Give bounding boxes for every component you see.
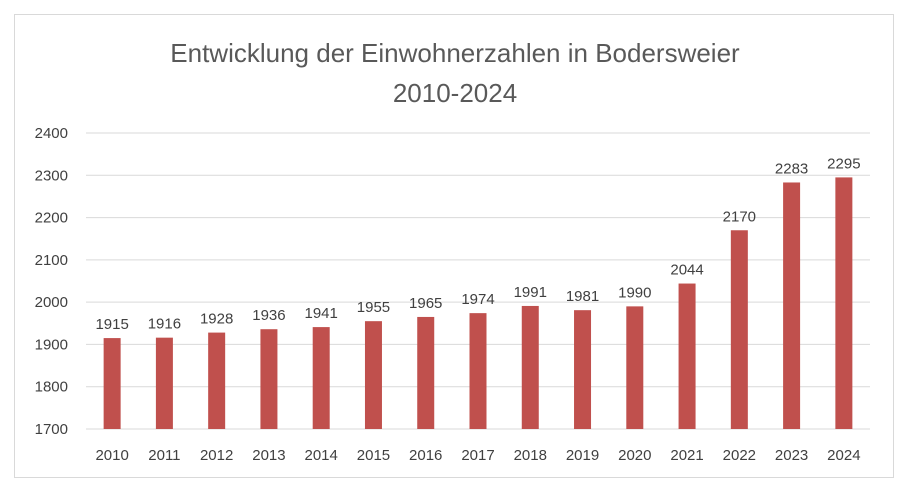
y-tick-label: 2300 <box>35 167 68 184</box>
bar <box>521 305 539 429</box>
data-label: 2283 <box>775 160 808 177</box>
data-label: 1915 <box>95 316 128 333</box>
x-tick-label: 2021 <box>670 447 703 464</box>
bar <box>783 182 801 429</box>
data-label: 1955 <box>357 299 390 316</box>
x-tick-label: 2019 <box>566 447 599 464</box>
x-tick-label: 2024 <box>827 447 860 464</box>
y-tick-label: 2400 <box>35 125 68 142</box>
y-tick-label: 1900 <box>35 336 68 353</box>
bar <box>103 338 121 429</box>
x-tick-label: 2023 <box>775 447 808 464</box>
x-tick-label: 2014 <box>305 447 338 464</box>
data-label: 1965 <box>409 295 442 312</box>
x-tick-label: 2013 <box>252 447 285 464</box>
bar <box>626 306 644 429</box>
x-tick-label: 2010 <box>95 447 128 464</box>
data-label: 2295 <box>827 155 860 172</box>
bar <box>835 177 853 429</box>
data-label: 1941 <box>305 305 338 322</box>
bar <box>730 230 748 429</box>
bar <box>208 332 226 429</box>
data-label: 2044 <box>670 262 703 279</box>
bar <box>678 283 696 429</box>
data-label: 1916 <box>148 316 181 333</box>
bar <box>260 329 278 429</box>
y-axis-ticks: 1700 1800 1900 2000 2100 2200 2300 2400 <box>35 125 68 438</box>
data-label: 2170 <box>723 208 756 225</box>
y-tick-label: 2000 <box>35 294 68 311</box>
y-tick-label: 2200 <box>35 210 68 227</box>
data-label: 1936 <box>252 307 285 324</box>
x-tick-label: 2020 <box>618 447 651 464</box>
bar <box>312 327 330 429</box>
bar <box>364 321 382 429</box>
x-tick-label: 2017 <box>461 447 494 464</box>
data-label: 1974 <box>461 291 494 308</box>
data-labels: 1915 1916 1928 1936 1941 1955 1965 1974 1991 1981… <box>95 155 860 333</box>
data-label: 1991 <box>514 284 547 301</box>
bars <box>103 177 853 429</box>
data-label: 1990 <box>618 284 651 301</box>
x-tick-label: 2012 <box>200 447 233 464</box>
bar <box>155 337 173 429</box>
bar <box>574 310 592 429</box>
chart-title: Entwicklung der Einwohnerzahlen in Boder… <box>170 38 740 68</box>
x-tick-label: 2016 <box>409 447 442 464</box>
x-tick-label: 2018 <box>514 447 547 464</box>
chart-subtitle: 2010-2024 <box>392 78 518 108</box>
data-label: 1981 <box>566 288 599 305</box>
x-axis-ticks: 2010 2011 2012 2013 2014 2015 2016 2017 2018 2019… <box>95 447 860 464</box>
y-tick-label: 1800 <box>35 379 68 396</box>
y-tick-label: 2100 <box>35 252 68 269</box>
bar <box>469 313 487 429</box>
data-label: 1928 <box>200 311 233 328</box>
bar <box>417 316 435 429</box>
x-tick-label: 2022 <box>723 447 756 464</box>
x-tick-label: 2011 <box>148 447 180 464</box>
x-tick-label: 2015 <box>357 447 390 464</box>
y-tick-label: 1700 <box>35 421 68 438</box>
